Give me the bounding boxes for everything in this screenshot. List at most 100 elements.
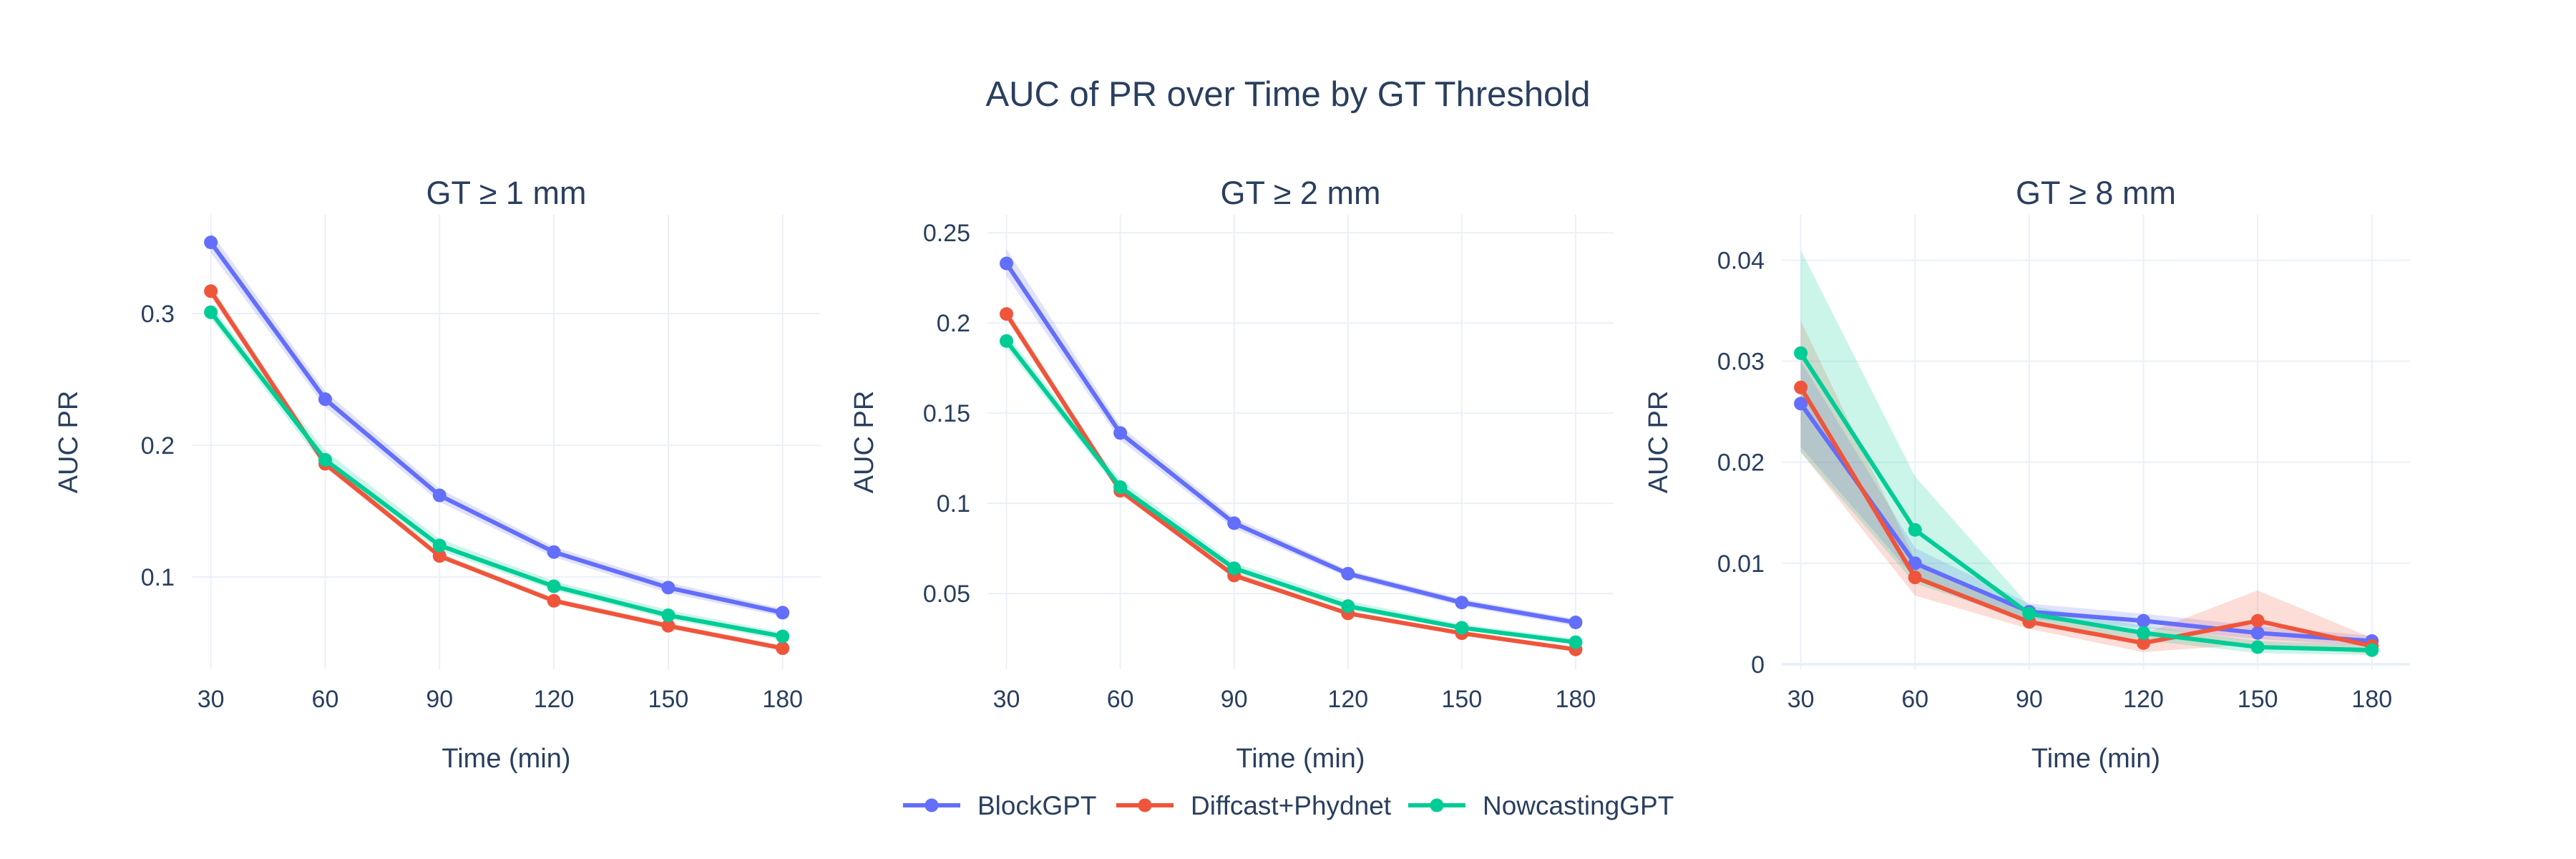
band-blockgpt [1006, 248, 1576, 626]
panel-title: GT ≥ 8 mm [2016, 175, 2176, 211]
point-blockgpt [318, 392, 332, 407]
y-axis-label: AUC PR [54, 391, 84, 494]
line-nowcastinggpt [1799, 351, 2372, 653]
point-nowcastinggpt [2365, 643, 2379, 657]
point-nowcastinggpt [204, 305, 218, 319]
x-tick-label: 90 [2016, 686, 2043, 713]
x-tick-label: 120 [2123, 686, 2164, 713]
point-blockgpt [1568, 615, 1583, 629]
x-tick-label: 60 [1107, 686, 1134, 713]
panel-title: GT ≥ 1 mm [426, 175, 587, 211]
point-blockgpt [2137, 613, 2151, 628]
point-diffcast-phydnet [432, 549, 447, 563]
line-diffcast-phydnet [1004, 312, 1576, 652]
point-nowcastinggpt [776, 629, 790, 644]
band-diffcast-phydnet [1006, 309, 1576, 651]
point-nowcastinggpt [1341, 599, 1355, 613]
point-blockgpt [1113, 426, 1128, 440]
x-tick-label: 90 [1221, 686, 1248, 713]
point-blockgpt [547, 545, 561, 559]
figure-title: AUC of PR over Time by GT Threshold [985, 75, 1590, 114]
point-blockgpt [1000, 256, 1014, 271]
point-nowcastinggpt [1227, 561, 1241, 576]
point-blockgpt [776, 606, 790, 620]
line-blockgpt [1799, 402, 2372, 644]
x-tick-label: 120 [1327, 686, 1368, 713]
y-tick-label: 0.1 [937, 490, 970, 518]
x-tick-label: 150 [2238, 686, 2278, 713]
point-diffcast-phydnet [204, 284, 218, 299]
chart-panel-3: 30 60 90 120 150 180 0 0.01 0.02 0.03 0.04 GT ≥ 8 m… [1644, 175, 2410, 774]
y-tick-label: 0.05 [923, 581, 970, 608]
band-nowcastinggpt [1800, 250, 2372, 656]
point-diffcast-phydnet [1908, 571, 1922, 585]
point-blockgpt [204, 236, 218, 250]
y-axis-label: AUC PR [849, 391, 879, 494]
y-tick-label: 0.3 [141, 301, 175, 328]
legend-label: Diffcast+Phydnet [1191, 791, 1392, 820]
point-nowcastinggpt [1794, 346, 1808, 360]
point-diffcast-phydnet [1794, 380, 1808, 394]
x-tick-label: 120 [534, 686, 575, 713]
legend-marker [924, 798, 939, 812]
band-nowcastinggpt [1006, 334, 1576, 644]
point-blockgpt [1227, 516, 1241, 530]
point-nowcastinggpt [1113, 480, 1128, 494]
point-diffcast-phydnet [2137, 636, 2151, 650]
point-nowcastinggpt [547, 579, 561, 593]
point-blockgpt [1455, 596, 1469, 610]
y-axis-label: AUC PR [1644, 391, 1674, 494]
x-tick-label: 180 [1556, 686, 1596, 713]
x-axis-label: Time (min) [1236, 744, 1365, 774]
point-nowcastinggpt [432, 538, 447, 553]
point-nowcastinggpt [2137, 626, 2151, 640]
point-nowcastinggpt [1908, 523, 1922, 537]
line-nowcastinggpt [1005, 339, 1576, 645]
line-blockgpt [209, 241, 784, 615]
x-tick-label: 60 [312, 686, 339, 713]
y-tick-label: 0 [1751, 651, 1765, 679]
legend: BlockGPT Diffcast+Phydnet NowcastingGPT [903, 791, 1674, 820]
point-blockgpt [1794, 397, 1808, 411]
x-axis-label: Time (min) [2031, 744, 2160, 774]
x-tick-label: 180 [762, 686, 803, 713]
chart-panel-2: 30 60 90 120 150 180 0.05 0.1 0.15 0.2 0.25 GT ≥ 2 … [849, 175, 1614, 774]
y-tick-label: 0.2 [937, 310, 970, 337]
point-blockgpt [661, 581, 675, 595]
x-tick-label: 90 [426, 686, 453, 713]
point-nowcastinggpt [661, 608, 675, 623]
line-nowcastinggpt [209, 311, 784, 639]
y-tick-label: 0.15 [923, 400, 970, 427]
y-tick-label: 0.1 [141, 564, 175, 591]
legend-item-nowcastinggpt[interactable]: NowcastingGPT [1408, 791, 1674, 820]
point-diffcast-phydnet [2250, 613, 2265, 628]
point-diffcast-phydnet [661, 618, 675, 633]
panel-title: GT ≥ 2 mm [1221, 175, 1381, 211]
point-nowcastinggpt [1000, 334, 1014, 348]
x-tick-label: 60 [1901, 686, 1928, 713]
line-diffcast-phydnet [1799, 386, 2373, 649]
point-diffcast-phydnet [547, 593, 561, 608]
x-tick-label: 30 [993, 686, 1020, 713]
y-tick-label: 0.2 [141, 432, 175, 460]
x-tick-label: 150 [648, 686, 689, 713]
legend-label: NowcastingGPT [1483, 791, 1674, 820]
legend-item-diffcast-phydnet[interactable]: Diffcast+Phydnet [1116, 791, 1392, 820]
point-nowcastinggpt [318, 452, 332, 467]
x-axis-label: Time (min) [441, 744, 570, 774]
point-blockgpt [1341, 566, 1355, 581]
point-nowcastinggpt [2250, 640, 2265, 654]
point-blockgpt [1908, 556, 1922, 571]
point-nowcastinggpt [2022, 606, 2036, 621]
legend-marker [1138, 798, 1152, 812]
x-tick-label: 30 [1787, 686, 1815, 713]
y-tick-label: 0.25 [923, 220, 970, 247]
point-diffcast-phydnet [776, 641, 790, 656]
point-nowcastinggpt [1455, 621, 1469, 635]
y-tick-label: 0.02 [1717, 450, 1765, 477]
x-tick-label: 150 [1442, 686, 1483, 713]
y-tick-label: 0.03 [1717, 349, 1765, 376]
legend-item-blockgpt[interactable]: BlockGPT [903, 791, 1097, 820]
point-nowcastinggpt [1568, 635, 1583, 649]
